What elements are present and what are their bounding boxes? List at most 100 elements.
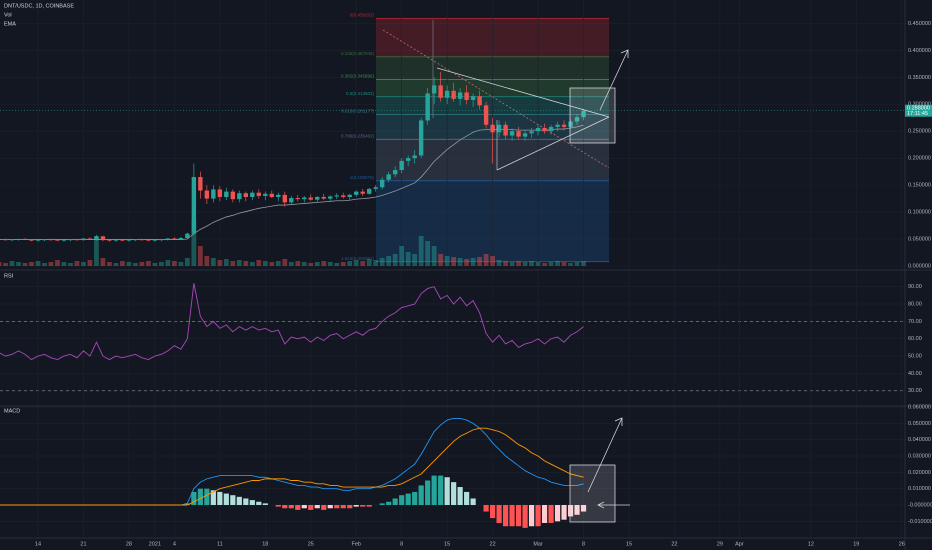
histogram-bar xyxy=(567,505,574,517)
volume-bar xyxy=(568,263,573,266)
volume-bar xyxy=(516,261,521,266)
candle-body xyxy=(100,236,106,241)
candle-body xyxy=(243,193,249,197)
arrow xyxy=(597,501,630,509)
labels: DNT/USDC, 1D, COINBASE Vol EMA RSI MACD … xyxy=(4,3,932,547)
y-tick-label: 0.250000 xyxy=(908,129,931,135)
y-tick-label: 0.300000 xyxy=(908,102,931,108)
candle-body xyxy=(9,239,15,241)
volume-bar xyxy=(81,262,86,266)
x-tick-label: Mar xyxy=(533,541,543,547)
histogram-bar xyxy=(399,495,405,506)
histogram-bar xyxy=(340,505,346,509)
study-label: EMA xyxy=(4,21,16,27)
candle-body xyxy=(334,195,339,197)
volume-bar xyxy=(470,258,476,266)
x-tick-label: 22 xyxy=(671,541,677,547)
histogram-bar xyxy=(334,505,340,509)
histogram-bar xyxy=(379,503,385,506)
histogram-bar xyxy=(509,505,515,527)
y-tick-label: 40.00 xyxy=(908,371,922,377)
candle-body xyxy=(477,96,482,106)
y-tick-label: 0.100000 xyxy=(908,210,931,216)
histogram-bar xyxy=(301,505,307,509)
volume-bar xyxy=(418,236,424,266)
y-tick-label: 60.00 xyxy=(908,336,922,342)
y-tick-label: 0.040000 xyxy=(908,437,931,443)
volume-bar xyxy=(509,262,515,266)
volume-bar xyxy=(301,262,307,266)
histogram-bar xyxy=(561,505,567,520)
histogram-bar xyxy=(314,505,320,509)
volume-bar xyxy=(496,260,502,266)
volume-bar xyxy=(269,262,275,266)
volume-bar xyxy=(74,261,80,266)
histogram-bar xyxy=(405,493,411,506)
volume-bar xyxy=(256,260,262,266)
candle-body xyxy=(204,190,210,199)
volume-bar xyxy=(314,262,320,266)
volume-bar xyxy=(366,259,372,266)
candle-body xyxy=(295,198,300,200)
volume-bar xyxy=(464,259,470,266)
signal-line xyxy=(0,427,584,506)
volume-bar xyxy=(126,262,132,266)
volume-bar xyxy=(386,256,392,266)
volume-bar xyxy=(29,262,34,266)
y-tick-label: 80.00 xyxy=(908,302,922,308)
volume-bar xyxy=(360,261,366,266)
volume-bar xyxy=(340,262,346,266)
histogram-bar xyxy=(347,505,353,509)
volume-bar xyxy=(282,259,288,266)
candle-body xyxy=(139,239,145,241)
volume-bar xyxy=(42,263,47,266)
volume-bar xyxy=(35,261,41,266)
candle-body xyxy=(224,191,229,197)
y-tick-label: 0.010000 xyxy=(908,486,931,492)
y-tick-label: 0.150000 xyxy=(908,183,931,189)
candle-body xyxy=(74,239,80,241)
candle-body xyxy=(451,90,456,99)
candle-body xyxy=(367,188,372,194)
volume-bar xyxy=(204,256,210,266)
volume-bar xyxy=(295,261,301,266)
volume-bar xyxy=(165,260,171,266)
volume-bar xyxy=(275,261,281,266)
histogram-bar xyxy=(282,505,288,509)
candle-body xyxy=(412,155,417,159)
volume-bar xyxy=(262,261,268,266)
candle-body xyxy=(386,174,391,180)
volume-bar xyxy=(230,261,236,266)
x-tick-label: 14 xyxy=(35,541,41,547)
candle-body xyxy=(425,93,430,121)
histogram-bar xyxy=(580,505,587,512)
histogram-bar xyxy=(548,505,554,523)
price-tag xyxy=(905,104,932,117)
histogram-bar xyxy=(236,496,242,506)
histogram-bar xyxy=(295,505,301,510)
candle-body xyxy=(347,194,352,197)
volume-bar xyxy=(555,261,560,266)
volume-bar xyxy=(61,262,67,266)
x-tick-label: 11 xyxy=(217,541,223,547)
fib-label: 0.382(0.345896) xyxy=(341,74,375,79)
volume-bar xyxy=(425,241,431,266)
volume-bar xyxy=(347,261,353,266)
candle-body xyxy=(48,239,54,241)
candle-body xyxy=(3,239,8,241)
candle-body xyxy=(561,124,567,127)
candle-body xyxy=(490,124,495,133)
histogram-bar xyxy=(496,505,502,523)
volume-bar xyxy=(535,262,541,266)
candle-body xyxy=(35,240,41,241)
volume-bar xyxy=(9,261,15,266)
volume-bar xyxy=(548,262,554,266)
volume-bar xyxy=(158,262,164,266)
candle-body xyxy=(250,192,255,197)
fib-label: 0.618(0.281177) xyxy=(341,109,374,114)
candle-body xyxy=(444,90,450,98)
candle-body xyxy=(308,197,313,200)
rsi-line xyxy=(0,283,584,361)
price-tag-label: 0.288000 xyxy=(907,106,930,112)
